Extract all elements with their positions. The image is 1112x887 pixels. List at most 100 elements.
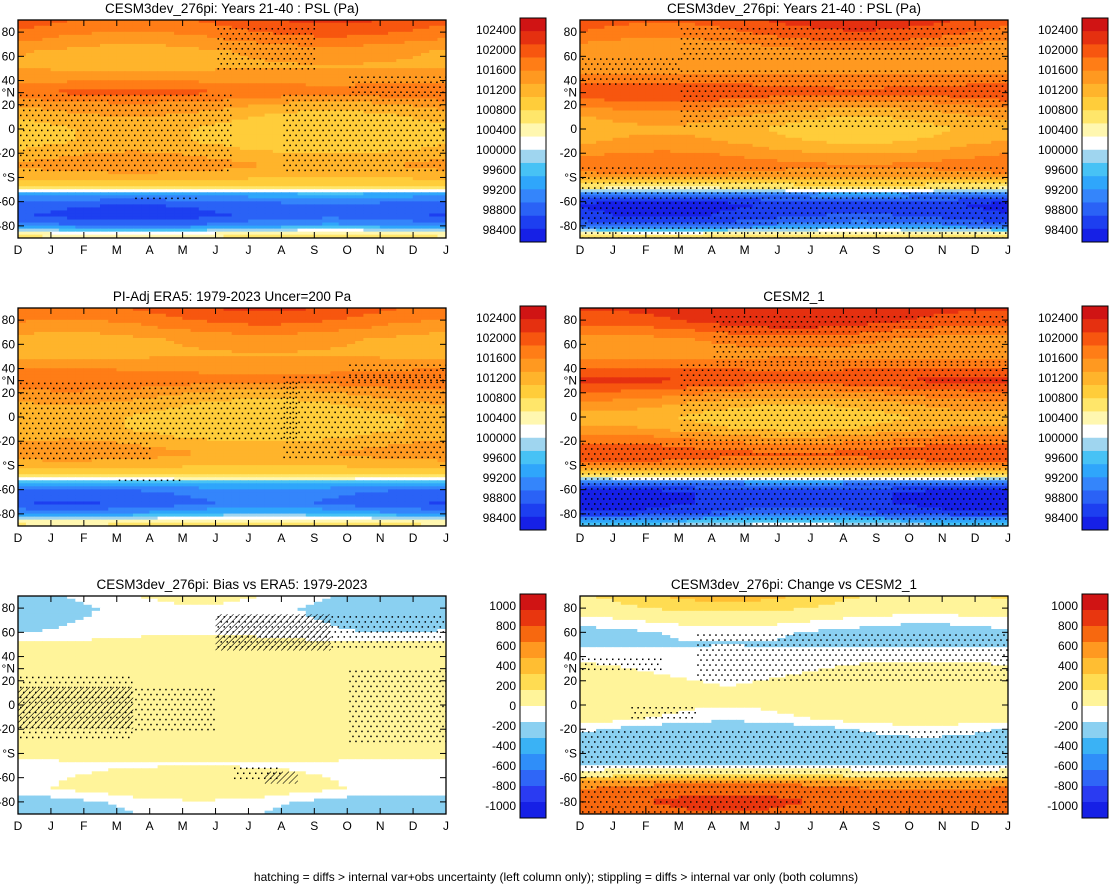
heatmap-cell [330,201,340,205]
heatmap-cell [437,195,446,199]
heatmap-cell [25,222,35,227]
heatmap-cell [83,28,93,33]
heatmap-cell [34,195,43,199]
heatmap-cell [83,210,93,215]
heatmap-cell [412,65,422,69]
stipple-dot [415,124,417,127]
heatmap-cell [100,149,109,154]
stipple-dot [173,139,175,142]
heatmap-cell [231,98,241,103]
heatmap-cell [429,53,439,57]
heatmap-cell [116,80,126,84]
heatmap-cell [198,43,208,48]
heatmap-cell [165,174,175,178]
heatmap-cell [355,46,364,51]
heatmap-cell [305,83,315,87]
heatmap-cell [404,158,414,163]
heatmap-cell [289,40,299,45]
stipple-dot [29,109,31,112]
heatmap-cell [42,68,52,72]
stipple-dot [436,119,438,122]
heatmap-cell [157,59,167,63]
stipple-dot [259,58,262,60]
stipple-dot [406,139,408,142]
heatmap-cell [18,74,27,78]
heatmap-cell [346,43,356,48]
stipple-dot [185,159,187,162]
heatmap-cell [231,34,241,39]
heatmap-cell [91,207,101,212]
heatmap-cell [264,56,274,60]
stipple-dot [50,124,52,127]
heatmap-cell [100,125,109,130]
stipple-dot [403,76,405,78]
stipple-dot [415,164,417,167]
heatmap-cell [371,165,381,169]
heatmap-cell [264,177,274,181]
heatmap-cell [58,149,68,154]
stipple-dot [131,99,133,102]
heatmap-cell [264,34,274,39]
heatmap-cell [289,155,299,160]
heatmap-cell [141,165,150,169]
stipple-dot [74,114,76,117]
heatmap-cell [314,146,323,151]
heatmap-cell [215,158,225,163]
heatmap-cell [256,137,266,142]
heatmap-cell [314,195,323,199]
stipple-dot [289,38,292,40]
heatmap-cell [190,216,200,221]
heatmap-cell [174,183,183,187]
heatmap-cell [207,98,216,103]
stipple-dot [376,119,378,122]
stipple-dot [183,197,185,200]
heatmap-cell [141,128,150,133]
heatmap-cell [338,177,348,181]
heatmap-cell [75,137,85,142]
stipple-dot [62,104,64,107]
stipple-dot [206,124,208,127]
heatmap-cell [248,219,257,224]
stipple-dot [292,109,294,112]
heatmap-cell [141,134,150,139]
heatmap-cell [207,113,216,118]
stipple-dot [143,129,145,132]
heatmap-cell [215,222,225,227]
heatmap-cell [124,137,134,142]
heatmap-cell [132,186,142,190]
heatmap-cell [67,225,76,230]
heatmap-cell [314,113,323,118]
heatmap-cell [83,95,93,100]
heatmap-cell [379,195,389,199]
stipple-dot [325,144,327,147]
heatmap-cell [132,122,142,127]
heatmap-cell [412,28,422,33]
heatmap-cell [248,116,257,121]
heatmap-cell [100,116,109,121]
heatmap-cell [305,125,315,130]
heatmap-cell [207,122,216,127]
stipple-dot [304,109,306,112]
heatmap-cell [297,40,307,45]
stipple-dot [170,124,172,127]
heatmap-cell [215,49,225,54]
heatmap-cell [330,143,340,148]
heatmap-cell [314,137,323,142]
heatmap-cell [67,201,76,205]
stipple-dot [361,94,363,97]
heatmap-cell [264,59,274,63]
heatmap-cell [338,186,348,190]
heatmap-cell [338,98,348,103]
stipple-dot [421,94,423,97]
heatmap-cell [132,43,142,48]
heatmap-cell [215,31,225,36]
stipple-dot [80,134,82,137]
stipple-dot [170,94,172,97]
stipple-dot [421,144,423,147]
stipple-dot [197,139,199,142]
stipple-dot [397,104,399,107]
stipple-dot [370,81,372,83]
heatmap-cell [239,137,249,142]
stipple-dot [394,159,396,162]
stipple-dot [277,68,280,70]
